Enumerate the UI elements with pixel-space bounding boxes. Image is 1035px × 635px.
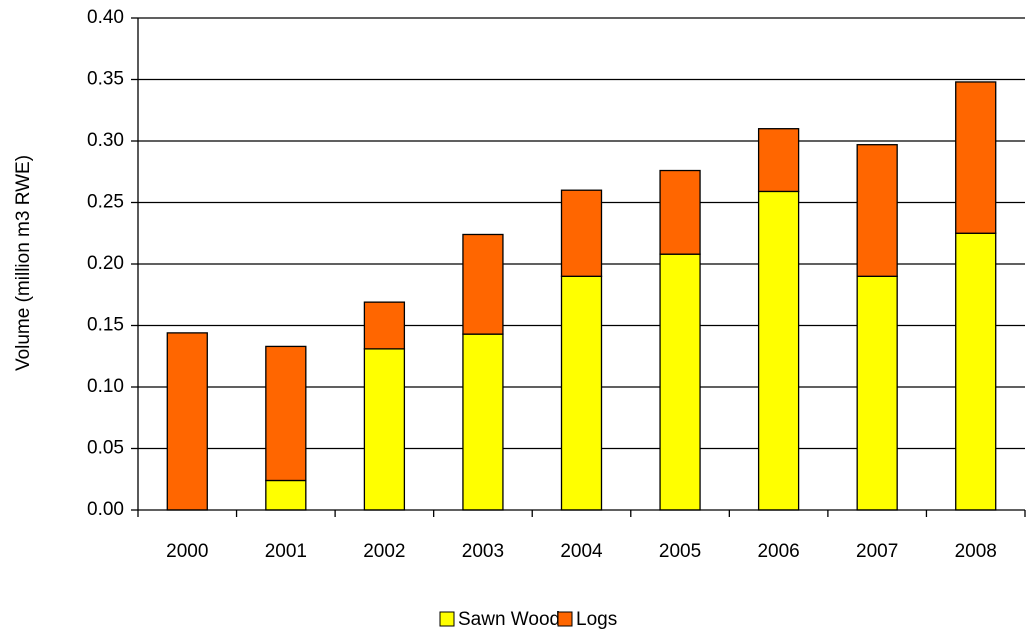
x-tick-label: 2004 (560, 541, 603, 562)
y-tick-label: 0.40 (87, 7, 124, 28)
x-tick-labels: 2000 2001 2002 2003 2004 2005 2006 2007 2008 (166, 541, 997, 562)
x-tick-label: 2002 (363, 541, 405, 562)
bar-logs-2003 (462, 233, 504, 335)
x-tick-label: 2008 (955, 541, 997, 562)
bar-logs-2005 (659, 169, 701, 255)
y-tick-labels: 0.00 0.05 0.10 0.15 0.20 0.25 0.30 0.35 0.40 (87, 7, 124, 520)
legend-label-sawn-wood: Sawn Wood (458, 609, 560, 630)
legend-swatch-logs (557, 611, 573, 627)
x-tick-label: 2003 (462, 541, 504, 562)
legend-label-logs: Logs (576, 609, 617, 630)
legend: Sawn Wood Logs (439, 609, 617, 630)
bar-sawn-wood-2006 (757, 190, 800, 511)
bar-logs-2006 (757, 128, 800, 193)
y-tick-label: 0.00 (87, 499, 124, 520)
bar-logs-2008 (955, 81, 997, 234)
bar-sawn-wood-2002 (363, 348, 406, 511)
bar-sawn-wood-2004 (560, 275, 603, 511)
x-tick-label: 2001 (265, 541, 307, 562)
bar-logs-2001 (265, 345, 307, 482)
bar-sawn-wood-2005 (659, 253, 701, 511)
y-tick-label: 0.05 (87, 438, 124, 459)
x-tick-label: 2006 (757, 541, 799, 562)
bar-logs-2000 (166, 332, 208, 511)
y-tick-label: 0.35 (87, 69, 124, 90)
legend-swatch-sawn-wood (439, 611, 455, 627)
x-tick-label: 2000 (166, 541, 208, 562)
bar-sawn-wood-2003 (462, 333, 504, 511)
x-tick-label: 2007 (856, 541, 898, 562)
axes (131, 17, 1026, 517)
bars (166, 81, 997, 511)
bar-sawn-wood-2001 (265, 479, 307, 511)
bar-sawn-wood-2007 (856, 275, 898, 511)
y-tick-label: 0.15 (87, 315, 124, 336)
y-tick-label: 0.30 (87, 130, 124, 151)
bar-logs-2004 (560, 189, 603, 277)
bar-sawn-wood-2008 (955, 232, 997, 511)
bar-logs-2002 (363, 301, 406, 350)
bar-logs-2007 (856, 144, 898, 277)
y-tick-label: 0.10 (87, 376, 124, 397)
y-axis-label: Volume (million m3 RWE) (13, 155, 34, 371)
y-tick-label: 0.20 (87, 253, 124, 274)
y-tick-label: 0.25 (87, 192, 124, 213)
x-tick-label: 2005 (659, 541, 701, 562)
